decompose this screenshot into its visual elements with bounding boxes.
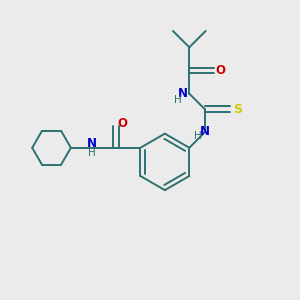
- Text: O: O: [215, 64, 225, 77]
- Text: N: N: [87, 137, 97, 150]
- Text: H: H: [174, 95, 182, 105]
- Text: H: H: [88, 148, 96, 158]
- Text: N: N: [178, 87, 188, 100]
- Text: H: H: [194, 131, 202, 141]
- Text: S: S: [233, 103, 242, 116]
- Text: O: O: [118, 117, 128, 130]
- Text: N: N: [200, 125, 210, 138]
